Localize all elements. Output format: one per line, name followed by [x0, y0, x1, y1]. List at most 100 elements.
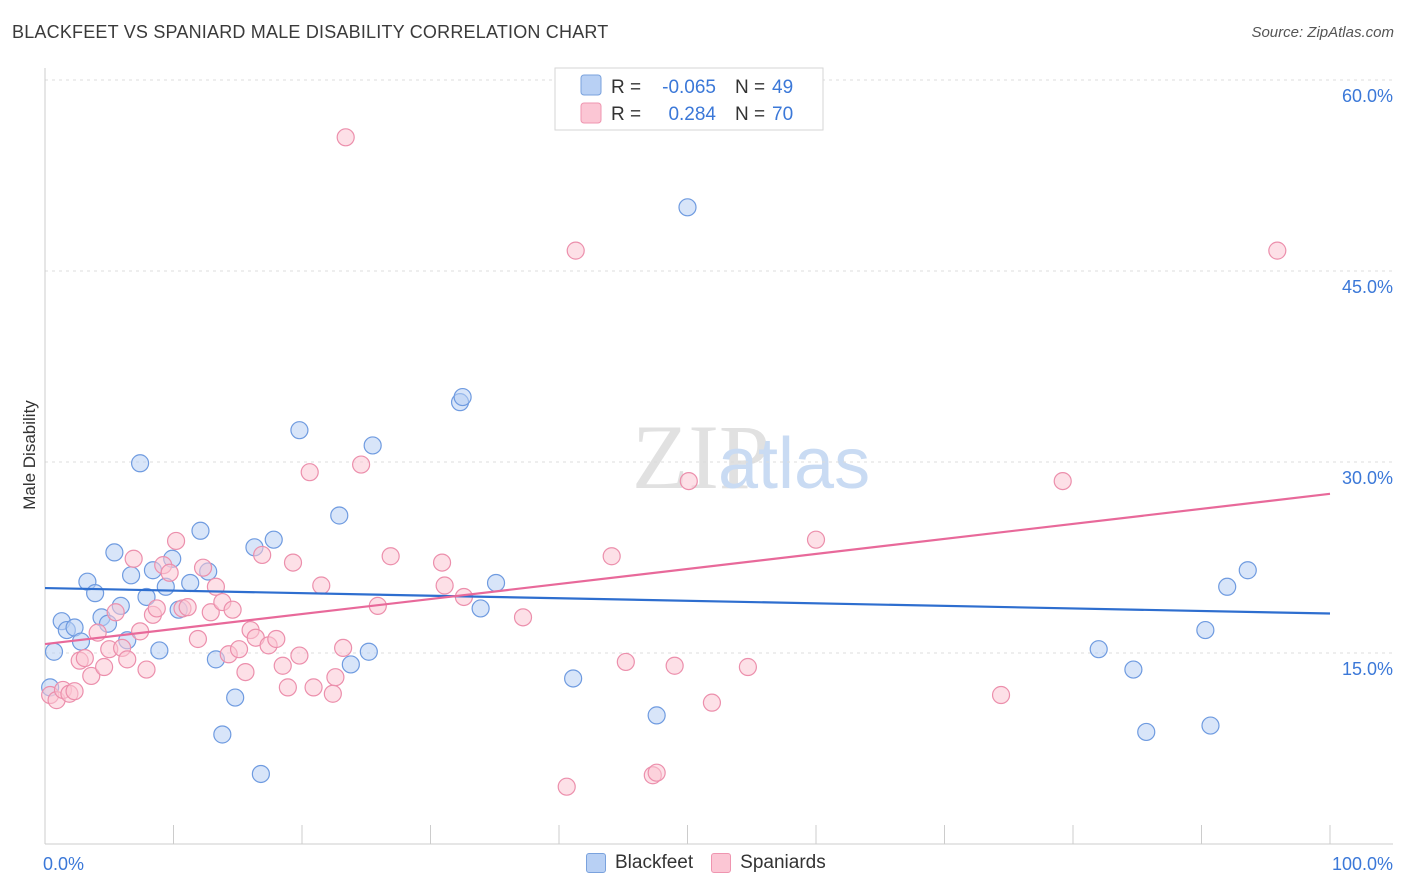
point-blackfeet	[226, 688, 245, 707]
point-blackfeet	[1218, 577, 1237, 596]
point-blackfeet	[264, 530, 283, 549]
point-blackfeet	[486, 573, 506, 593]
point-spaniards	[229, 640, 249, 659]
legend-label-spaniards: Spaniards	[740, 852, 826, 873]
legend-item-spaniards: Spaniards	[711, 852, 826, 874]
point-blackfeet	[1201, 716, 1220, 735]
point-spaniards	[1268, 241, 1287, 260]
point-spaniards	[290, 646, 309, 665]
x-tick-label: 0.0%	[43, 854, 84, 874]
point-blackfeet	[44, 642, 64, 661]
point-blackfeet	[105, 543, 124, 562]
point-spaniards	[206, 577, 226, 596]
point-spaniards	[201, 603, 220, 622]
point-spaniards	[1053, 472, 1072, 491]
point-spaniards	[326, 668, 345, 687]
stats-legend: R = -0.065 N = 49 R = 0.284 N = 70	[554, 67, 824, 131]
point-spaniards	[147, 599, 166, 618]
y-tick-label: 15.0%	[1342, 659, 1393, 679]
point-blackfeet	[1137, 722, 1156, 742]
point-blackfeet	[564, 669, 583, 688]
stats-r-label-1: R =	[611, 77, 641, 98]
point-spaniards	[665, 656, 684, 675]
point-blackfeet	[130, 454, 150, 473]
legend-swatch-blackfeet-bottom	[586, 853, 606, 873]
point-spaniards	[806, 530, 826, 549]
point-blackfeet	[1196, 620, 1215, 640]
point-blackfeet	[363, 436, 382, 455]
point-blackfeet	[647, 706, 666, 725]
legend-swatch-spaniards-bottom	[711, 853, 732, 873]
point-blackfeet	[181, 573, 200, 593]
point-blackfeet	[213, 725, 232, 744]
point-blackfeet	[453, 387, 472, 407]
point-spaniards	[566, 241, 585, 260]
point-spaniards	[236, 662, 255, 682]
stats-n-value-2: 70	[772, 104, 793, 125]
point-spaniards	[738, 657, 757, 677]
source-label: Source: ZipAtlas.com	[1251, 24, 1394, 41]
point-blackfeet	[330, 506, 349, 525]
stats-n-value-1: 49	[772, 77, 793, 98]
point-spaniards	[352, 455, 371, 474]
point-spaniards	[616, 652, 635, 672]
y-tick-label: 30.0%	[1342, 468, 1393, 488]
point-spaniards	[118, 650, 137, 669]
point-spaniards	[312, 576, 331, 595]
point-spaniards	[267, 629, 286, 649]
point-blackfeet	[1124, 660, 1143, 679]
point-blackfeet	[191, 521, 210, 540]
point-spaniards	[95, 657, 114, 677]
point-spaniards	[702, 693, 722, 712]
point-spaniards	[278, 678, 297, 697]
point-blackfeet	[359, 642, 378, 661]
legend-swatch-blackfeet	[580, 74, 602, 96]
stats-r-value-1: -0.065	[662, 77, 716, 98]
watermark-atlas: atlas	[718, 424, 870, 504]
point-blackfeet	[137, 587, 156, 607]
point-blackfeet	[678, 198, 697, 217]
point-spaniards	[75, 648, 94, 668]
point-spaniards	[193, 558, 213, 577]
point-spaniards	[381, 547, 400, 566]
point-blackfeet	[341, 655, 360, 674]
point-spaniards	[223, 600, 242, 619]
point-spaniards	[304, 678, 323, 697]
data-points	[41, 128, 1287, 796]
point-spaniards	[124, 549, 143, 568]
series-legend: Blackfeet Spaniards	[586, 852, 826, 874]
point-spaniards	[253, 545, 272, 565]
point-blackfeet	[86, 584, 105, 603]
point-spaniards	[334, 638, 353, 658]
point-spaniards	[82, 666, 101, 686]
point-spaniards	[178, 598, 197, 617]
trend-line-blackfeet	[44, 586, 1331, 615]
legend-swatch-spaniards	[580, 102, 602, 124]
legend-label-blackfeet: Blackfeet	[615, 852, 694, 873]
stats-n-label-2: N =	[735, 104, 765, 125]
x-tick-label: 100.0%	[1332, 854, 1393, 874]
point-spaniards	[160, 563, 179, 582]
point-blackfeet	[150, 641, 169, 660]
point-spaniards	[336, 128, 355, 147]
tick-labels: 15.0% 30.0% 45.0% 60.0% 0.0% 100.0%	[43, 86, 1393, 874]
y-tick-label: 45.0%	[1342, 277, 1393, 297]
point-spaniards	[323, 684, 342, 703]
stats-r-label-2: R =	[611, 104, 641, 125]
point-blackfeet	[471, 599, 490, 618]
point-spaniards	[300, 463, 319, 482]
point-spaniards	[991, 685, 1011, 705]
stats-r-value-2: 0.284	[668, 104, 716, 125]
point-blackfeet	[1089, 640, 1108, 659]
point-blackfeet	[251, 764, 270, 784]
point-spaniards	[602, 547, 621, 566]
point-spaniards	[188, 629, 208, 649]
y-axis-label: Male Disability	[20, 400, 39, 510]
point-spaniards	[273, 656, 292, 675]
legend-item-blackfeet: Blackfeet	[586, 852, 693, 874]
point-spaniards	[435, 576, 454, 595]
point-spaniards	[106, 603, 125, 622]
point-spaniards	[679, 472, 698, 491]
y-tick-label: 60.0%	[1342, 86, 1393, 106]
